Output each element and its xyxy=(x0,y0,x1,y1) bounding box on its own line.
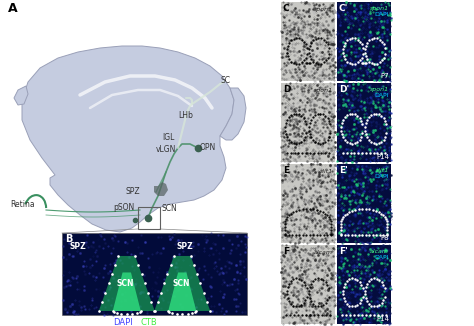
Polygon shape xyxy=(113,273,141,311)
Bar xyxy=(337,245,391,324)
Text: IGL: IGL xyxy=(162,133,174,142)
Text: LHb: LHb xyxy=(178,111,193,120)
Text: SCN: SCN xyxy=(172,279,190,288)
Polygon shape xyxy=(14,86,28,105)
Polygon shape xyxy=(220,88,246,140)
Polygon shape xyxy=(154,256,210,311)
Text: spon1: spon1 xyxy=(370,6,389,11)
Text: SCN: SCN xyxy=(162,204,178,213)
Bar xyxy=(138,207,160,229)
Text: F': F' xyxy=(339,247,348,256)
Bar xyxy=(337,83,391,162)
Text: E: E xyxy=(283,166,289,175)
Text: vLGN: vLGN xyxy=(156,145,176,154)
Text: P14: P14 xyxy=(376,154,389,160)
Text: Retina: Retina xyxy=(10,200,35,209)
Text: A: A xyxy=(8,2,18,15)
Text: P14: P14 xyxy=(376,316,389,322)
Bar xyxy=(281,2,335,81)
Text: DAPI: DAPI xyxy=(374,12,389,17)
Polygon shape xyxy=(168,273,196,311)
Text: spon1: spon1 xyxy=(314,7,333,12)
Bar xyxy=(281,164,335,243)
Text: D: D xyxy=(283,85,291,94)
Text: alcam: alcam xyxy=(370,249,389,254)
Text: slit1: slit1 xyxy=(376,168,389,173)
Text: spon1: spon1 xyxy=(314,88,333,93)
Bar xyxy=(337,164,391,243)
Text: F: F xyxy=(283,247,289,256)
Text: D': D' xyxy=(339,85,349,94)
Text: SPZ: SPZ xyxy=(177,242,193,251)
Bar xyxy=(281,245,335,324)
Text: CTB: CTB xyxy=(141,318,157,326)
Text: P8: P8 xyxy=(380,235,389,241)
Text: C: C xyxy=(283,4,290,13)
Polygon shape xyxy=(22,46,234,232)
Bar xyxy=(62,233,247,315)
Bar xyxy=(337,2,391,81)
Polygon shape xyxy=(154,182,168,196)
Text: SPZ: SPZ xyxy=(126,187,141,196)
Text: SPZ: SPZ xyxy=(70,242,87,251)
Text: DAPI: DAPI xyxy=(374,255,389,260)
Text: DAPI: DAPI xyxy=(113,318,133,326)
Text: spon1: spon1 xyxy=(370,87,389,92)
Text: P7: P7 xyxy=(380,73,389,79)
Text: slit1: slit1 xyxy=(320,169,333,174)
Text: OPN: OPN xyxy=(200,143,216,152)
Text: SCN: SCN xyxy=(117,279,134,288)
Polygon shape xyxy=(99,256,155,311)
Text: pSON: pSON xyxy=(113,203,134,212)
Text: C': C' xyxy=(339,4,348,13)
Text: E': E' xyxy=(339,166,348,175)
Text: DAPI: DAPI xyxy=(374,174,389,179)
Text: DAPI: DAPI xyxy=(374,93,389,98)
Bar xyxy=(281,83,335,162)
Text: SC: SC xyxy=(221,76,231,85)
Text: B: B xyxy=(65,234,73,244)
Text: alcam: alcam xyxy=(314,250,333,255)
